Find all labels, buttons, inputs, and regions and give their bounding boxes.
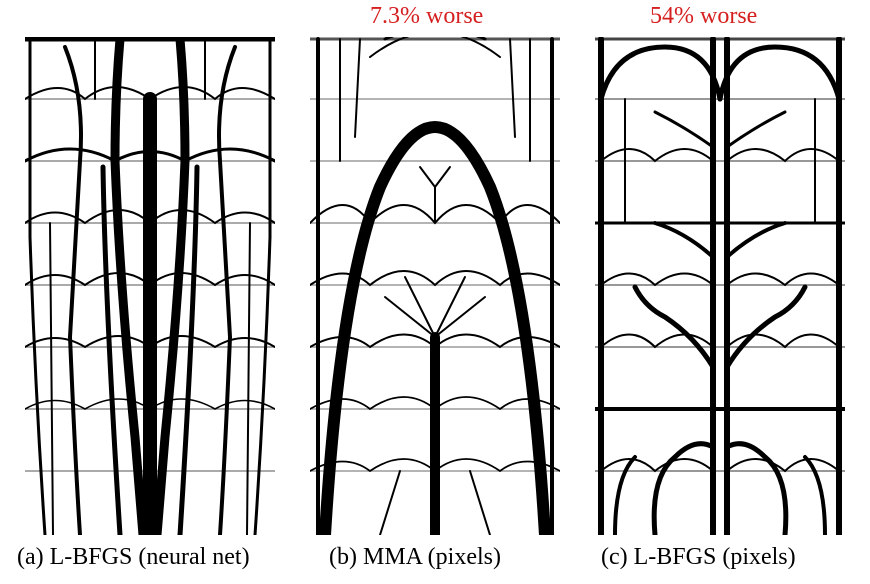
panel-c-structure: [595, 37, 845, 535]
structure-b-figure: [310, 37, 560, 535]
panel-b-caption: (b) MMA (pixels): [329, 544, 501, 570]
panel-b-structure: [310, 37, 560, 535]
structure-a-figure: [25, 37, 275, 535]
structure-c-figure: [595, 37, 845, 535]
panel-c-caption: (c) L-BFGS (pixels): [601, 544, 796, 570]
panel-a-structure: [25, 37, 275, 535]
panel-a-caption: (a) L-BFGS (neural net): [17, 544, 250, 570]
panel-b-annotation: 7.3% worse: [370, 3, 484, 29]
panel-c-annotation: 54% worse: [650, 3, 758, 29]
